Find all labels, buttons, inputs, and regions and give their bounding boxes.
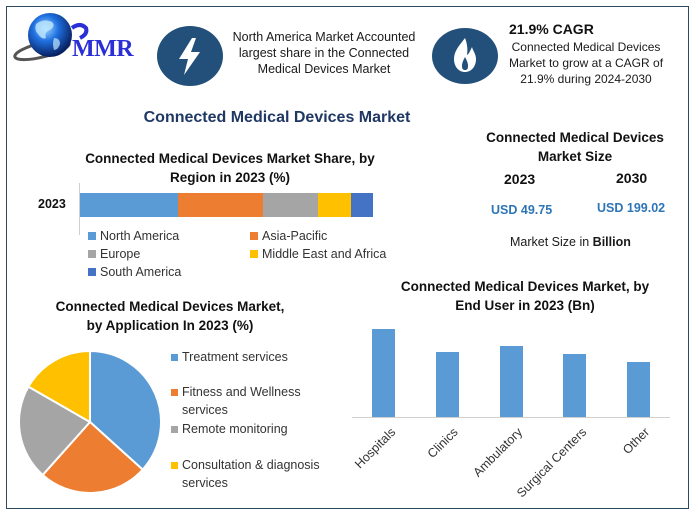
region-chart-title-line: Connected Medical Devices Market Share, … xyxy=(85,151,375,166)
card-line: North America Market Accounted xyxy=(232,30,416,44)
card-line: Market to grow at a CAGR of xyxy=(508,56,664,70)
cagr-heading: 21.9% CAGR xyxy=(509,21,594,37)
application-legend-item: Fitness and Wellness services xyxy=(171,383,301,419)
region-legend-item: North America xyxy=(88,229,179,243)
region-stacked-bar xyxy=(80,193,373,217)
region-chart-title-line: Region in 2023 (%) xyxy=(169,170,291,185)
market-size-note-unit: Billion xyxy=(592,235,631,249)
end-user-chart-title-line: Connected Medical Devices Market, by xyxy=(400,279,650,294)
legend-swatch xyxy=(250,250,258,258)
application-chart-title-line: by Application In 2023 (%) xyxy=(86,318,254,333)
card-line: 21.9% during 2024-2030 xyxy=(520,72,652,86)
pie-slice-remote-monitoring xyxy=(18,385,92,477)
market-size-title: Connected Medical Devices Market Size xyxy=(465,128,685,166)
legend-label: Treatment services xyxy=(182,350,288,364)
legend-swatch xyxy=(88,232,96,240)
application-chart-title-line: Connected Medical Devices Market, xyxy=(55,299,285,314)
legend-label: Consultation & diagnosis xyxy=(182,458,320,472)
pie-slice-treatment-services xyxy=(89,349,162,472)
legend-swatch xyxy=(171,354,178,361)
legend-label: North America xyxy=(100,229,180,243)
application-legend-item: Remote monitoring xyxy=(171,420,288,438)
value-2023: USD 49.75 xyxy=(491,203,553,217)
globe-icon xyxy=(13,13,89,62)
card-line: Medical Devices Market xyxy=(257,62,391,76)
market-size-note-text: Market Size in xyxy=(510,235,593,249)
market-size-title-line: Market Size xyxy=(537,149,613,164)
end-user-bar-surgical-centers xyxy=(563,354,587,417)
legend-swatch xyxy=(171,462,178,469)
application-pie-chart xyxy=(18,349,162,494)
application-legend-item: Consultation & diagnosis services xyxy=(171,456,320,492)
legend-label: Remote monitoring xyxy=(182,422,288,436)
year-2030: 2030 xyxy=(616,170,648,186)
end-user-bar-ambulatory xyxy=(499,346,523,417)
year-2023: 2023 xyxy=(504,171,536,187)
card-line: Connected Medical Devices xyxy=(511,40,661,54)
region-legend-item: Europe xyxy=(88,247,140,261)
info-card-cagr: 21.9% CAGR Connected Medical Devices Mar… xyxy=(432,20,687,92)
legend-label: South America xyxy=(100,265,182,279)
region-chart-title: Connected Medical Devices Market Share, … xyxy=(50,149,410,187)
region-axis-line xyxy=(79,183,80,235)
legend-swatch xyxy=(171,389,178,396)
info-card-north-america: North America Market Accounted largest s… xyxy=(156,25,436,89)
legend-swatch xyxy=(88,250,96,258)
legend-label: services xyxy=(182,476,228,490)
mmr-logo: MMR xyxy=(12,8,142,68)
region-legend-item: Asia-Pacific xyxy=(250,229,327,243)
legend-label: Asia-Pacific xyxy=(262,229,328,243)
logo-text: MMR xyxy=(72,36,134,62)
application-legend-item: Treatment services xyxy=(171,348,288,366)
lightning-icon xyxy=(157,26,223,86)
legend-label: services xyxy=(182,403,228,417)
end-user-chart-title-line: End User in 2023 (Bn) xyxy=(455,298,595,313)
legend-label: Middle East and Africa xyxy=(262,247,387,261)
region-category-label: 2023 xyxy=(38,197,66,211)
region-bar-segment-north-america xyxy=(80,193,178,217)
end-user-x-axis xyxy=(352,417,670,418)
legend-label: Fitness and Wellness xyxy=(182,385,301,399)
region-legend-item: South America xyxy=(88,265,181,279)
end-user-bar-other xyxy=(626,362,650,417)
legend-swatch xyxy=(88,268,96,276)
application-chart-title: Connected Medical Devices Market, by App… xyxy=(20,297,320,335)
market-size-title-line: Connected Medical Devices xyxy=(486,130,664,145)
page-title: Connected Medical Devices Market xyxy=(143,109,411,126)
pie-slice-consultation-diagnosis-services xyxy=(27,349,91,424)
region-legend-item: Middle East and Africa xyxy=(250,247,386,261)
region-bar-segment-asia-pacific xyxy=(177,193,263,217)
legend-swatch xyxy=(171,426,178,433)
end-user-chart-title: Connected Medical Devices Market, by End… xyxy=(375,277,675,315)
end-user-bar-clinics xyxy=(435,352,459,417)
outer-frame xyxy=(6,6,689,509)
card-line: largest share in the Connected xyxy=(238,46,410,60)
value-2030: USD 199.02 xyxy=(597,201,666,215)
flame-icon xyxy=(432,28,498,84)
region-bar-segment-europe xyxy=(262,193,318,217)
region-bar-segment-middle-east-and-africa xyxy=(317,193,351,217)
end-user-bar-hospitals xyxy=(372,329,396,417)
market-size-note: Market Size in Billion xyxy=(510,235,631,249)
region-bar-segment-south-america xyxy=(351,193,373,217)
legend-swatch xyxy=(250,232,258,240)
pie-slice-fitness-and-wellness-services xyxy=(41,420,145,494)
legend-label: Europe xyxy=(100,247,141,261)
